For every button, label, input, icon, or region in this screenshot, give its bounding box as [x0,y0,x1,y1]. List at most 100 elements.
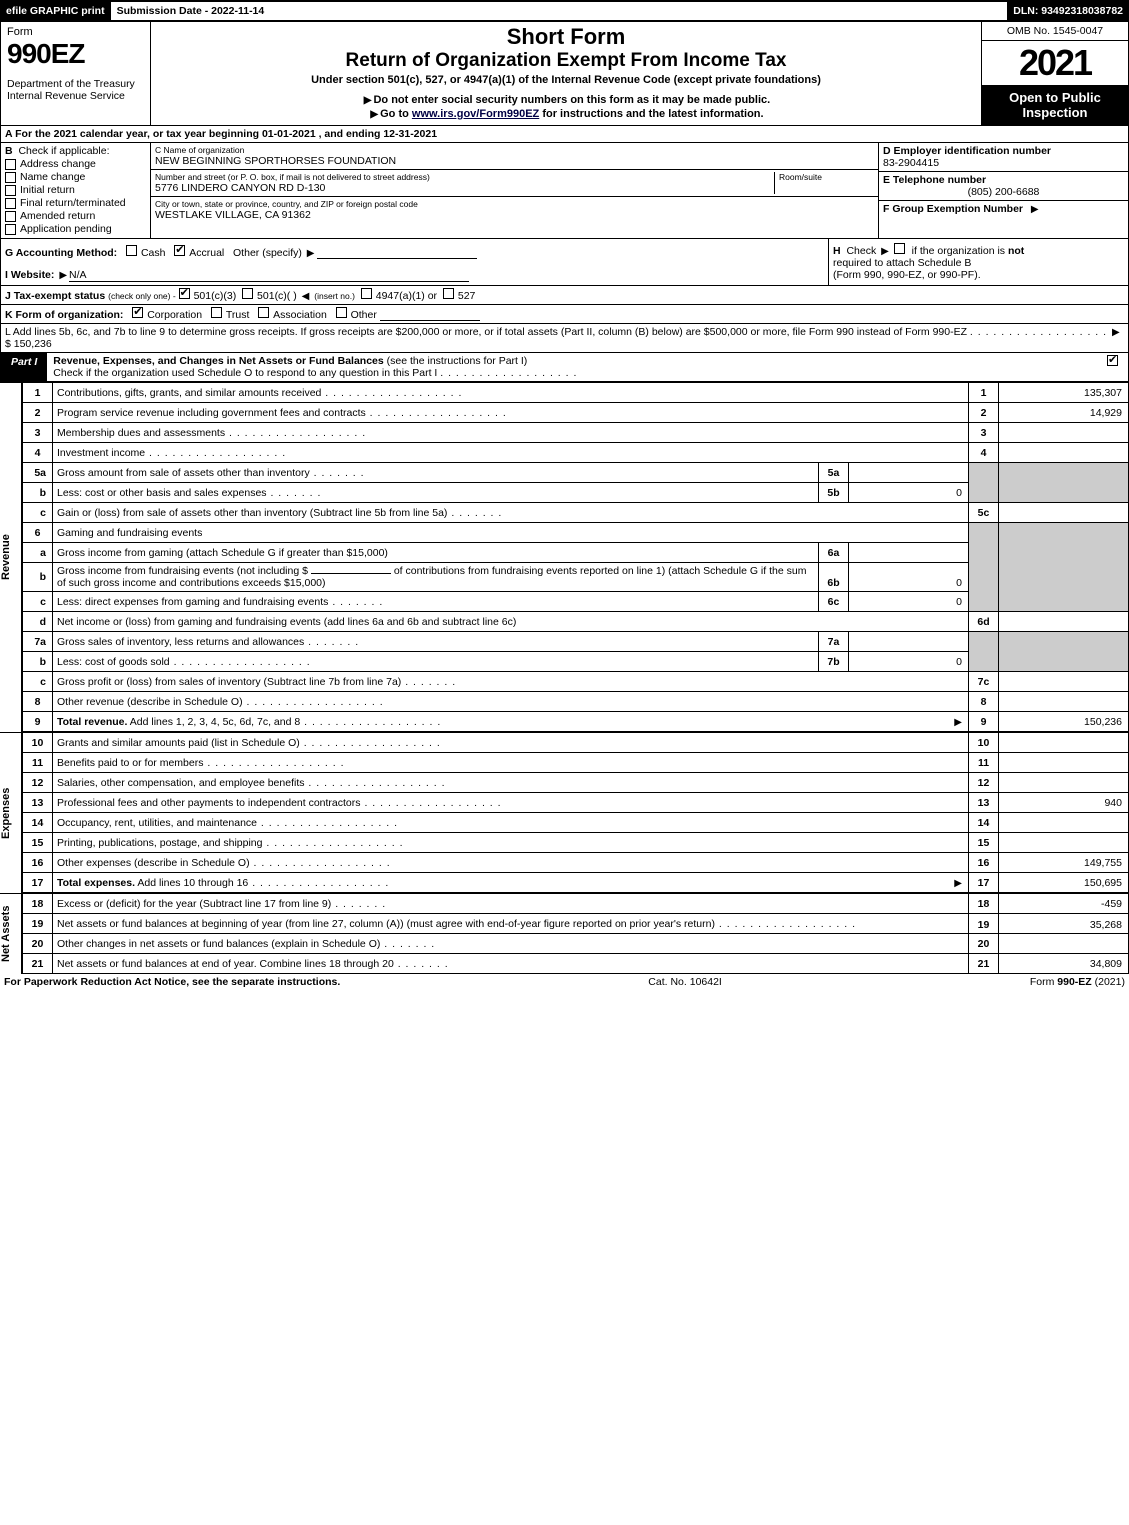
row-20: 20Other changes in net assets or fund ba… [23,934,1129,954]
chk-trust[interactable] [211,307,222,318]
row-9: 9Total revenue. Total revenue. Add lines… [23,712,1129,732]
street-label: Number and street (or P. O. box, if mail… [155,172,774,182]
section-h: H Check if the organization is not requi… [828,239,1128,285]
chk-other-org[interactable] [336,307,347,318]
footer-center: Cat. No. 10642I [648,976,722,988]
row-21: 21Net assets or fund balances at end of … [23,954,1129,974]
expenses-table: 10Grants and similar amounts paid (list … [22,732,1129,893]
title-short-form: Short Form [157,24,975,50]
section-gh: G Accounting Method: Cash Accrual Other … [0,239,1129,286]
row-7c: cGross profit or (loss) from sales of in… [23,672,1129,692]
row-8: 8Other revenue (describe in Schedule O)8 [23,692,1129,712]
row-6c: cLess: direct expenses from gaming and f… [23,592,1129,612]
org-name: NEW BEGINNING SPORTHORSES FOUNDATION [155,155,874,167]
row-13: 13Professional fees and other payments t… [23,793,1129,813]
street-value: 5776 LINDERO CANYON RD D-130 [155,182,774,194]
row-7b: bLess: cost of goods sold7b0 [23,652,1129,672]
chk-pending[interactable] [5,224,16,235]
header-right: OMB No. 1545-0047 2021 Open to Public In… [981,22,1128,125]
irs-link[interactable]: www.irs.gov/Form990EZ [412,108,539,120]
row-4: 4Investment income4 [23,443,1129,463]
chk-cash[interactable] [126,245,137,256]
chk-initial-return[interactable] [5,185,16,196]
row-2: 2Program service revenue including gover… [23,403,1129,423]
row-15: 15Printing, publications, postage, and s… [23,833,1129,853]
revenue-section: Revenue 1Contributions, gifts, grants, a… [0,382,1129,732]
city-value: WESTLAKE VILLAGE, CA 91362 [155,209,874,221]
row-1: 1Contributions, gifts, grants, and simil… [23,383,1129,403]
group-label: F Group Exemption Number [883,203,1023,215]
row-5b: bLess: cost or other basis and sales exp… [23,483,1129,503]
chk-501c[interactable] [242,288,253,299]
row-6a: aGross income from gaming (attach Schedu… [23,543,1129,563]
expenses-label: Expenses [0,732,22,893]
gross-receipts-value: $ 150,236 [5,338,52,350]
page-footer: For Paperwork Reduction Act Notice, see … [0,974,1129,990]
footer-left: For Paperwork Reduction Act Notice, see … [4,976,340,988]
subtitle-3: Go to www.irs.gov/Form990EZ for instruct… [157,108,975,120]
header-center: Short Form Return of Organization Exempt… [151,22,981,125]
top-bar: efile GRAPHIC print Submission Date - 20… [0,0,1129,22]
topbar-spacer [270,0,1007,22]
netassets-table: 18Excess or (deficit) for the year (Subt… [22,893,1129,974]
header-left: Form 990EZ Department of the Treasury In… [1,22,151,125]
revenue-label: Revenue [0,382,22,732]
row-11: 11Benefits paid to or for members11 [23,753,1129,773]
efile-label: efile GRAPHIC print [0,0,111,22]
chk-schedule-o[interactable] [1107,355,1118,366]
chk-501c3[interactable] [179,288,190,299]
chk-address-change[interactable] [5,159,16,170]
section-b: B Check if applicable: Address change Na… [1,143,151,238]
row-19: 19Net assets or fund balances at beginni… [23,914,1129,934]
chk-527[interactable] [443,288,454,299]
form-header: Form 990EZ Department of the Treasury In… [0,22,1129,126]
tel-value: (805) 200-6688 [883,186,1124,198]
row-12: 12Salaries, other compensation, and empl… [23,773,1129,793]
chk-assoc[interactable] [258,307,269,318]
row-6d: dNet income or (loss) from gaming and fu… [23,612,1129,632]
subtitle-1: Under section 501(c), 527, or 4947(a)(1)… [157,74,975,86]
revenue-table: 1Contributions, gifts, grants, and simil… [22,382,1129,732]
submission-date: Submission Date - 2022-11-14 [111,0,271,22]
section-g-i: G Accounting Method: Cash Accrual Other … [1,239,828,285]
row-14: 14Occupancy, rent, utilities, and mainte… [23,813,1129,833]
subtitle-2: Do not enter social security numbers on … [157,94,975,106]
chk-4947[interactable] [361,288,372,299]
part1-header: Part I Revenue, Expenses, and Changes in… [0,353,1129,382]
dln: DLN: 93492318038782 [1007,0,1129,22]
other-specify-input[interactable] [317,247,477,259]
ein-label: D Employer identification number [883,145,1124,157]
section-def: D Employer identification number 83-2904… [878,143,1128,238]
row-16: 16Other expenses (describe in Schedule O… [23,853,1129,873]
row-10: 10Grants and similar amounts paid (list … [23,733,1129,753]
website-value: N/A [69,269,87,281]
dept-label: Department of the Treasury Internal Reve… [7,78,144,102]
section-k: K Form of organization: Corporation Trus… [0,305,1129,324]
netassets-section: Net Assets 18Excess or (deficit) for the… [0,893,1129,974]
row-18: 18Excess or (deficit) for the year (Subt… [23,894,1129,914]
chk-final-return[interactable] [5,198,16,209]
section-a: A For the 2021 calendar year, or tax yea… [0,126,1129,143]
chk-accrual[interactable] [174,245,185,256]
chk-h[interactable] [894,243,905,254]
chk-amended[interactable] [5,211,16,222]
form-word: Form [7,26,144,38]
tel-label: E Telephone number [883,174,1124,186]
section-c: C Name of organization NEW BEGINNING SPO… [151,143,878,238]
section-j: J Tax-exempt status (check only one) - 5… [0,286,1129,305]
other-org-input[interactable] [380,309,480,321]
row-7a: 7aGross sales of inventory, less returns… [23,632,1129,652]
row-5a: 5aGross amount from sale of assets other… [23,463,1129,483]
row-17: 17Total expenses. Add lines 10 through 1… [23,873,1129,893]
chk-corp[interactable] [132,307,143,318]
org-name-label: C Name of organization [155,145,874,155]
inspection-badge: Open to Public Inspection [982,85,1128,125]
city-label: City or town, state or province, country… [155,199,874,209]
part1-tag: Part I [1,353,47,381]
ein-value: 83-2904415 [883,157,1124,169]
chk-name-change[interactable] [5,172,16,183]
expenses-section: Expenses 10Grants and similar amounts pa… [0,732,1129,893]
row-6b: bGross income from fundraising events (n… [23,563,1129,592]
netassets-label: Net Assets [0,893,22,974]
tax-year: 2021 [982,41,1128,81]
